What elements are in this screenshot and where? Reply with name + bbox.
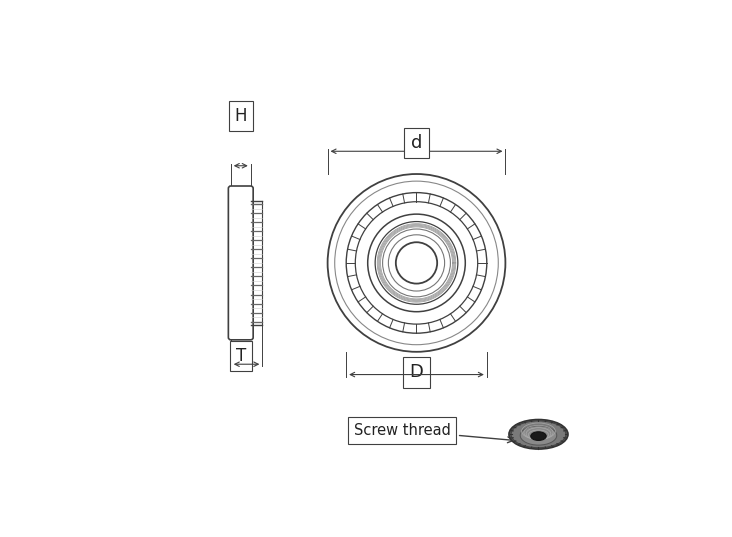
Text: Screw thread: Screw thread [354, 423, 513, 442]
Text: T: T [236, 347, 246, 365]
Text: d: d [411, 134, 422, 152]
Ellipse shape [531, 432, 546, 440]
Ellipse shape [520, 426, 557, 445]
FancyBboxPatch shape [228, 186, 253, 340]
Ellipse shape [509, 419, 568, 449]
Text: H: H [234, 107, 247, 125]
Ellipse shape [511, 421, 566, 448]
Text: D: D [410, 364, 423, 381]
